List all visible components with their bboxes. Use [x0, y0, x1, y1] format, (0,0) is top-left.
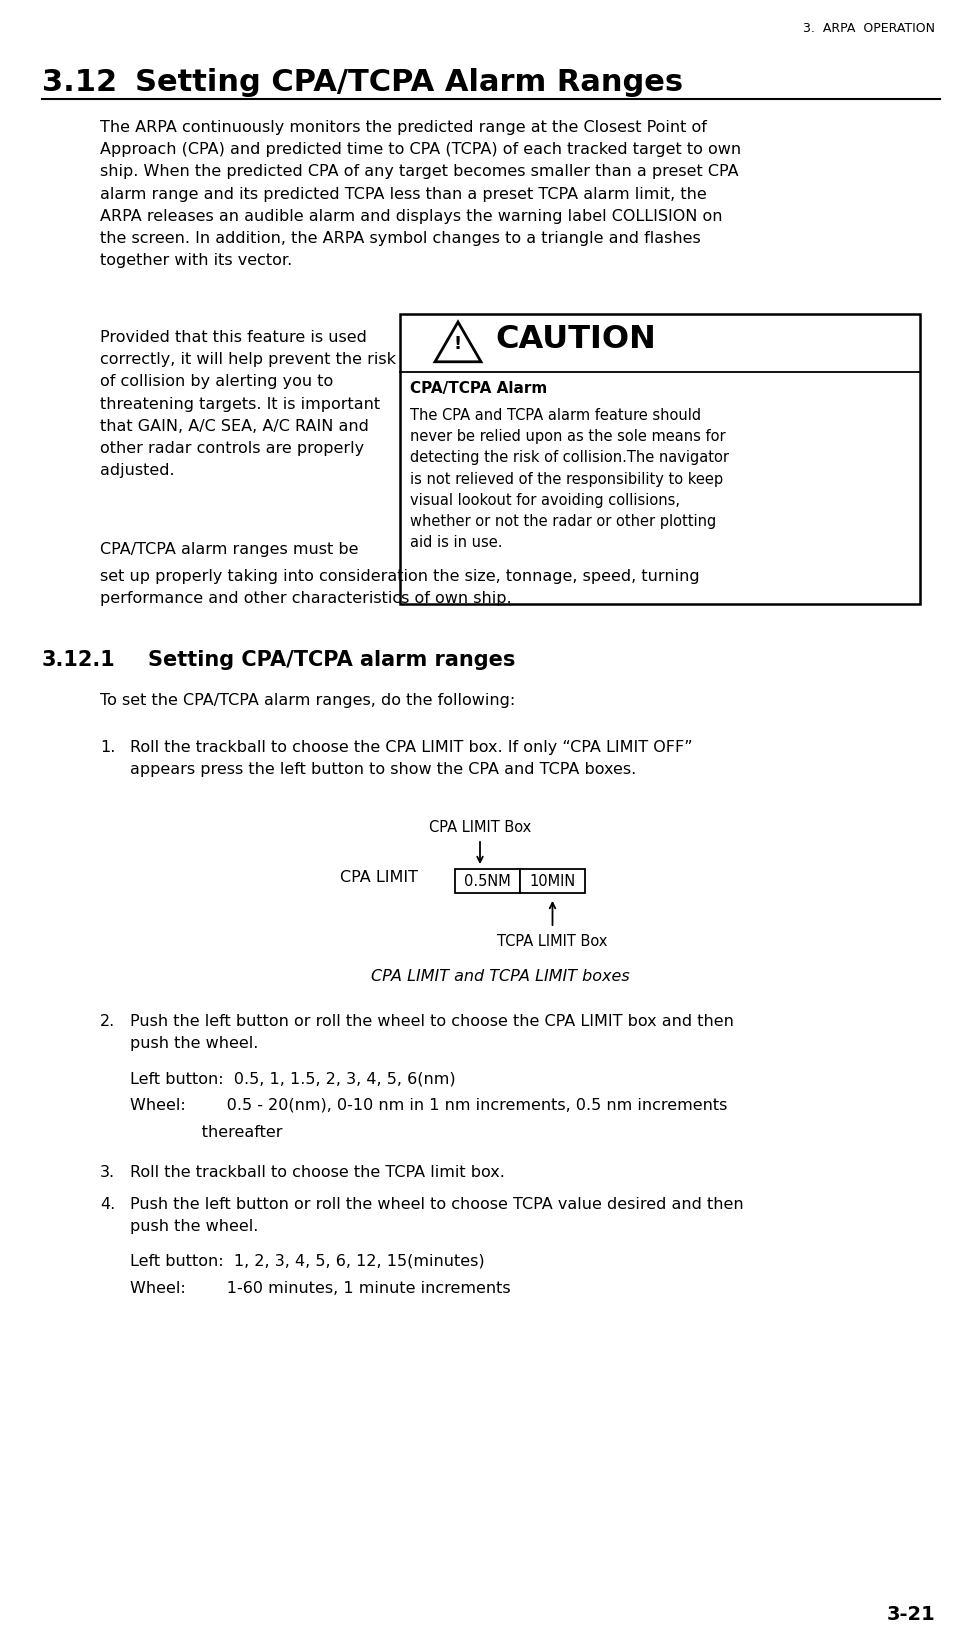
Text: 0.5NM: 0.5NM: [464, 875, 511, 889]
Text: set up properly taking into consideration the size, tonnage, speed, turning
perf: set up properly taking into consideratio…: [100, 568, 700, 605]
Text: Push the left button or roll the wheel to choose the CPA LIMIT box and then
push: Push the left button or roll the wheel t…: [130, 1013, 734, 1051]
Text: Setting CPA/TCPA Alarm Ranges: Setting CPA/TCPA Alarm Ranges: [135, 69, 683, 96]
Text: 4.: 4.: [100, 1196, 116, 1211]
Text: 3.  ARPA  OPERATION: 3. ARPA OPERATION: [803, 21, 935, 34]
Text: TCPA LIMIT Box: TCPA LIMIT Box: [498, 934, 608, 948]
Text: Push the left button or roll the wheel to choose TCPA value desired and then
pus: Push the left button or roll the wheel t…: [130, 1196, 744, 1234]
Text: 3-21: 3-21: [886, 1604, 935, 1622]
Text: Roll the trackball to choose the CPA LIMIT box. If only “CPA LIMIT OFF”
appears : Roll the trackball to choose the CPA LIM…: [130, 739, 693, 777]
Text: Roll the trackball to choose the TCPA limit box.: Roll the trackball to choose the TCPA li…: [130, 1164, 504, 1180]
Text: The ARPA continuously monitors the predicted range at the Closest Point of
Appro: The ARPA continuously monitors the predi…: [100, 119, 741, 268]
Bar: [520, 870, 585, 893]
Text: CPA LIMIT Box: CPA LIMIT Box: [429, 819, 531, 834]
Bar: [400, 315, 920, 604]
Text: 1.: 1.: [100, 739, 116, 754]
Text: !: !: [454, 335, 462, 353]
Bar: [455, 870, 520, 893]
Text: Setting CPA/TCPA alarm ranges: Setting CPA/TCPA alarm ranges: [148, 650, 515, 669]
Text: CPA/TCPA Alarm: CPA/TCPA Alarm: [410, 380, 547, 395]
Text: CAUTION: CAUTION: [495, 323, 656, 354]
Text: CPA LIMIT and TCPA LIMIT boxes: CPA LIMIT and TCPA LIMIT boxes: [370, 968, 630, 984]
Text: Provided that this feature is used
correctly, it will help prevent the risk
of c: Provided that this feature is used corre…: [100, 330, 396, 478]
Text: 3.: 3.: [100, 1164, 115, 1180]
Text: CPA/TCPA alarm ranges must be: CPA/TCPA alarm ranges must be: [100, 542, 359, 557]
Text: Left button:  0.5, 1, 1.5, 2, 3, 4, 5, 6(nm): Left button: 0.5, 1, 1.5, 2, 3, 4, 5, 6(…: [130, 1071, 456, 1085]
Polygon shape: [435, 323, 481, 362]
Text: Wheel:        1-60 minutes, 1 minute increments: Wheel: 1-60 minutes, 1 minute increments: [130, 1279, 510, 1296]
Text: The CPA and TCPA alarm feature should
never be relied upon as the sole means for: The CPA and TCPA alarm feature should ne…: [410, 408, 729, 550]
Text: CPA LIMIT: CPA LIMIT: [340, 870, 418, 885]
Text: 3.12.1: 3.12.1: [42, 650, 116, 669]
Text: Left button:  1, 2, 3, 4, 5, 6, 12, 15(minutes): Left button: 1, 2, 3, 4, 5, 6, 12, 15(mi…: [130, 1253, 485, 1268]
Text: 10MIN: 10MIN: [530, 875, 575, 889]
Text: 3.12: 3.12: [42, 69, 117, 96]
Text: Wheel:        0.5 - 20(nm), 0-10 nm in 1 nm increments, 0.5 nm increments: Wheel: 0.5 - 20(nm), 0-10 nm in 1 nm inc…: [130, 1097, 727, 1113]
Text: To set the CPA/TCPA alarm ranges, do the following:: To set the CPA/TCPA alarm ranges, do the…: [100, 692, 515, 708]
Text: thereafter: thereafter: [130, 1124, 283, 1139]
Text: 2.: 2.: [100, 1013, 116, 1028]
